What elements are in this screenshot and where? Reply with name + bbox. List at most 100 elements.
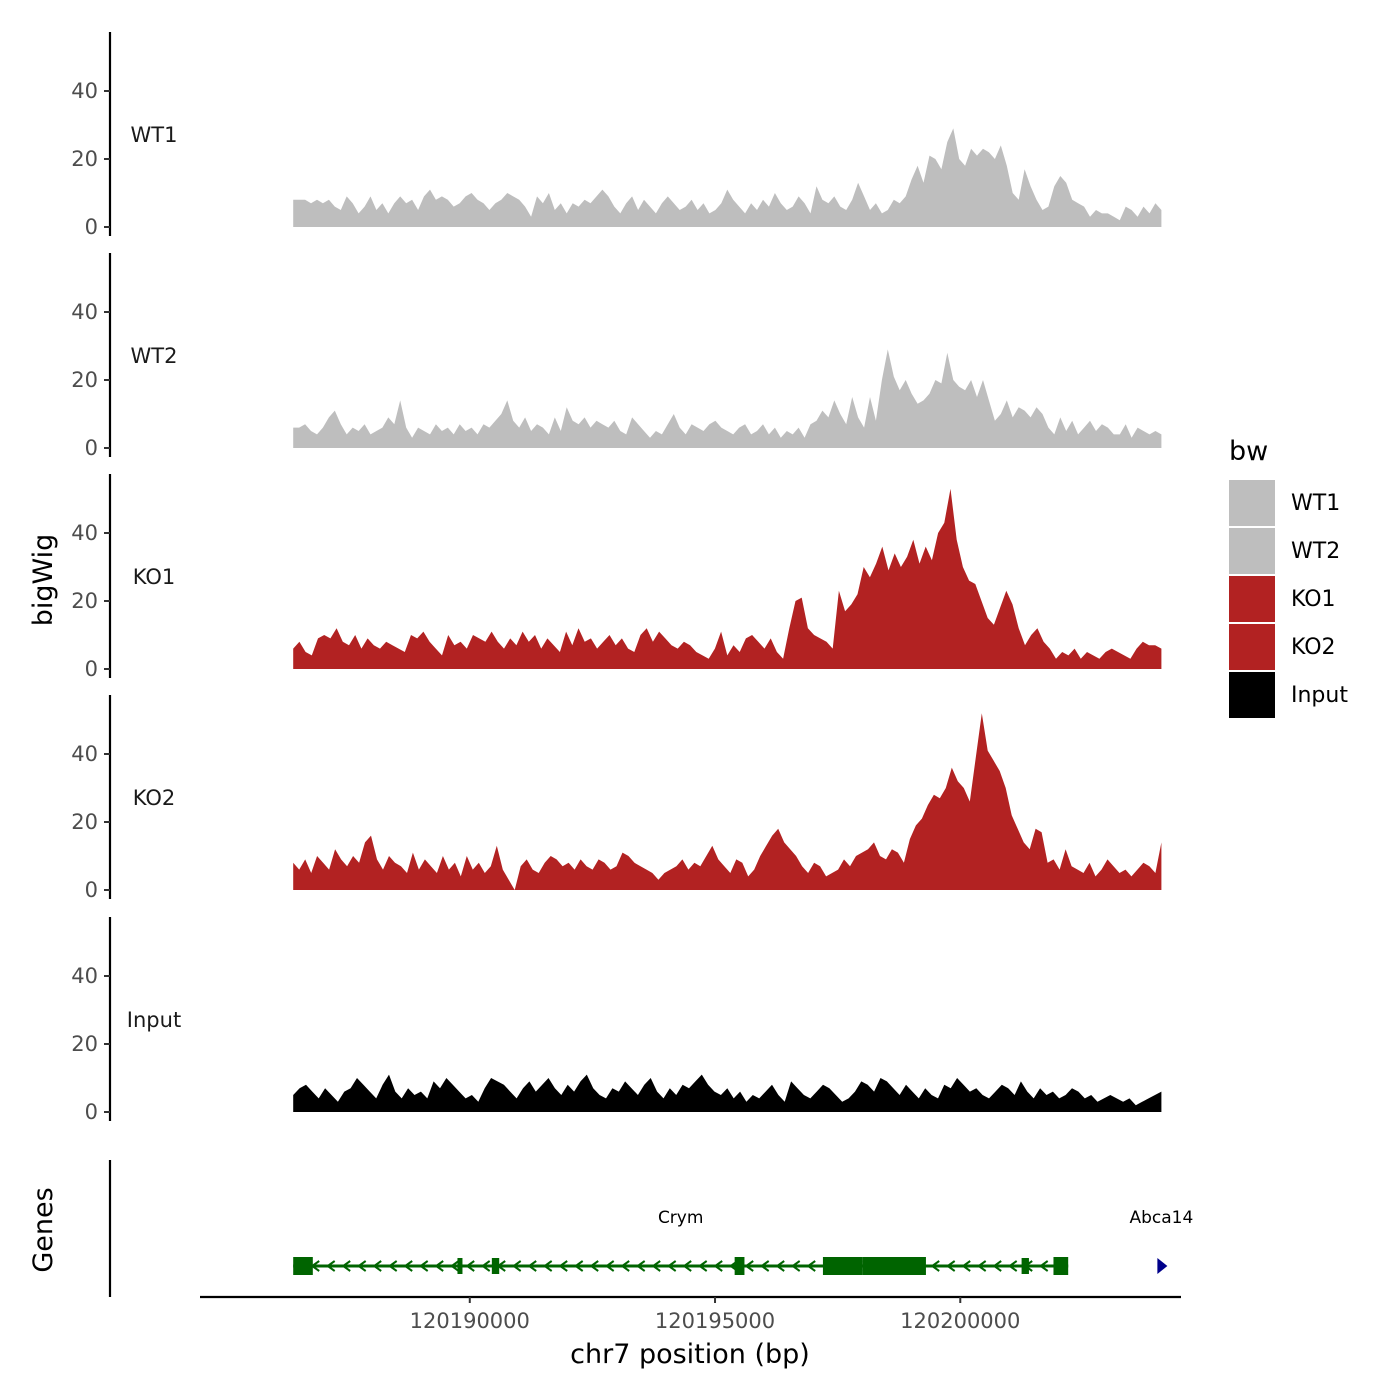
y-tick-label: 40 — [71, 79, 98, 103]
gene-exon — [862, 1257, 926, 1275]
strand-arrow — [697, 1260, 708, 1272]
strand-arrow — [604, 1260, 615, 1272]
x-tick-label: 120190000 — [410, 1309, 530, 1333]
strand-arrow — [1007, 1260, 1018, 1272]
legend-swatch-wt1 — [1229, 480, 1275, 526]
strand-arrow — [806, 1260, 816, 1272]
genes-track-title: Genes — [28, 1187, 59, 1272]
y-tick-label: 20 — [71, 368, 98, 392]
gene-exon — [293, 1257, 313, 1275]
y-tick-label: 20 — [71, 1032, 98, 1056]
legend-label-input: Input — [1291, 683, 1348, 708]
strand-arrow — [1038, 1260, 1049, 1272]
y-tick-label: 40 — [71, 300, 98, 324]
strand-arrow — [713, 1260, 723, 1272]
coverage-area-ko2 — [293, 713, 1162, 890]
y-tick-label: 20 — [71, 147, 98, 171]
gene-exon — [457, 1258, 463, 1274]
strand-arrow — [976, 1260, 987, 1272]
legend-title: bw — [1229, 436, 1268, 467]
strand-arrow — [558, 1260, 568, 1272]
coverage-tracks: 0 20 40 WT1 0 20 40 WT2 0 20 40 KO1 0 20 40 KO2 0 20 40 Inp… — [71, 32, 1162, 1124]
track-ko2: 0 20 40 KO2 — [71, 695, 1162, 902]
strand-arrow — [511, 1260, 522, 1272]
y-tick-label: 40 — [71, 742, 98, 766]
track-label: KO2 — [133, 786, 176, 810]
legend-label-wt2: WT2 — [1291, 539, 1340, 564]
legend-label-ko2: KO2 — [1291, 635, 1336, 660]
strand-arrow — [651, 1260, 661, 1272]
strand-arrow — [356, 1260, 367, 1272]
strand-arrow — [341, 1260, 351, 1272]
strand-arrow — [527, 1260, 537, 1272]
strand-arrow — [387, 1260, 398, 1272]
legend-label-wt1: WT1 — [1291, 491, 1340, 516]
strand-arrow — [635, 1260, 646, 1272]
strand-arrow — [573, 1260, 584, 1272]
strand-arrow — [449, 1260, 460, 1272]
gene-label: Abca14 — [1129, 1208, 1193, 1228]
strand-arrow — [325, 1260, 336, 1272]
strand-arrow — [744, 1260, 754, 1272]
y-tick-label: 40 — [71, 964, 98, 988]
y-tick-label: 0 — [85, 436, 98, 460]
y-axis-title: bigWig — [28, 534, 59, 627]
strand-arrow — [589, 1260, 599, 1272]
track-label: WT2 — [131, 344, 178, 368]
gene-exon — [1021, 1258, 1029, 1274]
strand-arrow — [682, 1260, 692, 1272]
legend-swatch-wt2 — [1229, 528, 1275, 574]
strand-arrow — [666, 1260, 677, 1272]
legend-swatch-input — [1229, 672, 1275, 718]
track-label: Input — [127, 1008, 181, 1032]
gene-exon — [734, 1257, 745, 1275]
x-axis-title: chr7 position (bp) — [570, 1339, 810, 1370]
strand-arrow — [418, 1260, 429, 1272]
strand-arrow — [961, 1260, 971, 1272]
strand-arrow — [775, 1260, 785, 1272]
track-input: 0 20 40 Input — [71, 917, 1162, 1124]
legend: bw WT1 WT2 KO1 KO2 Input — [1229, 436, 1348, 718]
y-tick-label: 40 — [71, 521, 98, 545]
strand-arrow — [403, 1260, 413, 1272]
strand-arrow — [542, 1260, 553, 1272]
y-tick-label: 0 — [85, 878, 98, 902]
y-tick-label: 0 — [85, 215, 98, 239]
strand-arrow — [465, 1260, 475, 1272]
x-tick-label: 120195000 — [655, 1309, 775, 1333]
strand-arrow — [434, 1260, 444, 1272]
track-ko1: 0 20 40 KO1 — [71, 474, 1162, 681]
legend-swatch-ko2 — [1229, 624, 1275, 670]
track-wt2: 0 20 40 WT2 — [71, 253, 1162, 460]
legend-swatch-ko1 — [1229, 576, 1275, 622]
gene-exon — [1157, 1258, 1168, 1274]
gene-exon — [1053, 1257, 1069, 1275]
strand-arrow — [930, 1260, 940, 1272]
gene-abca14: Abca14 — [1129, 1208, 1193, 1274]
strand-arrow — [992, 1260, 1002, 1272]
strand-arrow — [480, 1260, 491, 1272]
y-tick-label: 20 — [71, 589, 98, 613]
coverage-area-input — [293, 1074, 1162, 1112]
coverage-area-wt1 — [293, 128, 1162, 227]
gene-label: Crym — [658, 1208, 703, 1228]
track-label: KO1 — [133, 565, 176, 589]
y-tick-label: 20 — [71, 810, 98, 834]
gene-exon — [491, 1258, 500, 1274]
coverage-area-ko1 — [293, 488, 1162, 669]
x-tick-label: 120200000 — [900, 1309, 1020, 1333]
legend-label-ko1: KO1 — [1291, 587, 1336, 612]
strand-arrow — [945, 1260, 956, 1272]
gene-exon — [822, 1257, 863, 1275]
track-label: WT1 — [131, 123, 178, 147]
strand-arrow — [759, 1260, 770, 1272]
strand-arrow — [372, 1260, 382, 1272]
coverage-area-wt2 — [293, 349, 1162, 448]
track-wt1: 0 20 40 WT1 — [71, 32, 1162, 239]
strand-arrow — [790, 1260, 801, 1272]
y-tick-label: 0 — [85, 1100, 98, 1124]
strand-arrow — [620, 1260, 630, 1272]
genes-track: Crym Abca14 — [108, 1160, 1193, 1297]
gene-crym: Crym — [293, 1208, 1069, 1275]
